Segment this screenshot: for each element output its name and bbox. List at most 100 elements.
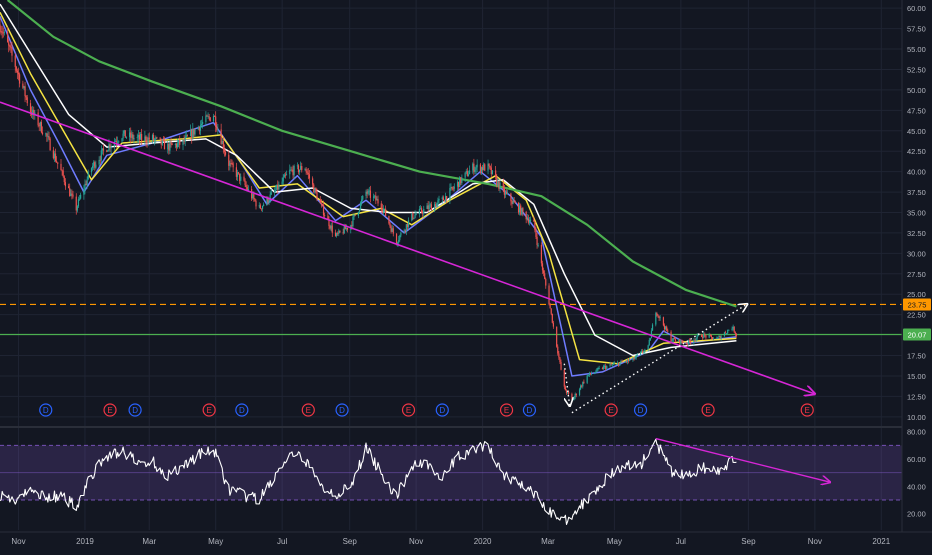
candle-body [298,169,301,173]
candle-body [115,141,118,143]
candle-body [441,197,443,199]
candle-body [723,332,726,337]
candle-body [446,196,448,200]
candle-body [459,177,461,188]
candle-body [224,151,227,155]
candle-body [139,134,142,140]
candle-body [230,163,232,165]
candle-body [545,278,547,286]
candle-body [544,273,546,279]
candle-body [533,219,535,222]
candle-body [589,372,592,375]
candle-body [499,182,501,189]
candle-body [542,270,545,274]
candle-body [361,199,363,203]
candle-body [705,335,707,338]
y-tick-label: 27.50 [907,270,926,279]
candle-body [194,129,196,135]
candle-body [167,143,169,150]
x-tick-label: Jul [676,537,686,546]
candle-body [529,219,532,222]
candle-body [366,191,368,194]
candle-body [314,188,316,193]
candle-body [428,205,430,210]
candle-body [71,193,73,195]
candle-body [466,171,468,177]
candle-body [415,214,417,215]
candle-body [52,150,54,159]
candle-body [461,177,463,183]
candle-body [606,366,608,369]
dividend-marker [633,403,648,417]
candle-body [285,174,288,176]
candle-body [673,338,675,340]
rsi-band [0,444,902,501]
candle-body [267,197,269,203]
candle-body [144,136,146,141]
event-marker-label: E [608,406,613,415]
candle-body [156,137,158,139]
candle-body [191,130,193,139]
candle-body [710,335,712,338]
candle-body [255,200,257,207]
candle-body [245,185,247,188]
event-marker-label: E [705,406,710,415]
candle-body [375,195,377,201]
candle-body [132,134,134,140]
candle-body [146,141,148,144]
candle-body [658,315,660,319]
candle-body [9,45,11,47]
candle-body [690,341,692,343]
earnings-marker [103,403,117,417]
candle-body [16,70,19,73]
x-tick-label: 2020 [474,537,492,546]
candle-body [526,218,528,220]
candle-body [246,187,248,191]
candle-body [696,335,698,339]
candle-body [321,203,324,206]
candle-body [183,139,185,142]
candle-body [703,333,705,338]
candle-body [572,399,574,401]
candle-body [412,213,414,219]
candle-body [75,196,77,211]
candle-body [443,200,446,202]
candle-body [300,166,302,170]
candle-body [521,208,523,215]
candle-body [358,209,361,212]
candle-body [182,139,184,145]
candle-body [1,31,3,33]
y-tick-label: 22.50 [907,311,926,320]
candle-body [663,325,666,330]
candle-body [383,208,386,210]
candle-body [235,167,237,177]
event-marker-label: D [339,406,345,415]
candle-body [263,204,265,206]
candle-body [644,349,646,352]
candle-body [488,163,490,167]
candle-body [475,167,477,170]
candle-body [657,315,659,317]
candle-body [141,134,143,141]
candle-body [99,159,101,161]
candle-body [231,163,233,165]
candle-body [726,333,728,334]
candle-body [636,354,638,356]
candle-body [735,334,738,336]
candle-body [297,165,300,173]
candle-body [62,170,64,177]
candle-body [556,326,558,347]
event-marker-label: D [439,406,445,415]
candle-body [275,189,277,191]
candle-body [239,173,241,181]
y-tick-label: 35.00 [907,209,926,218]
candle-body [414,214,416,218]
candle-body [48,136,50,139]
event-marker-label: E [107,406,112,415]
candle-body [510,193,512,202]
candle-body [212,116,215,122]
candle-body [382,209,385,212]
rsi-tick-label: 40.00 [907,482,926,491]
candle-body [590,373,593,375]
